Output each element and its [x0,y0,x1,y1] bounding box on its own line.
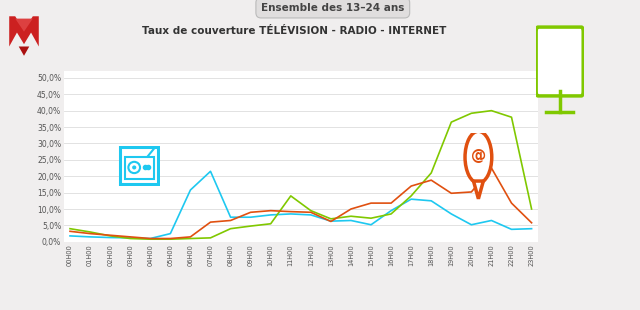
Polygon shape [15,19,33,32]
Polygon shape [9,16,39,46]
Circle shape [465,131,492,183]
Polygon shape [19,46,29,56]
Bar [125,157,154,179]
Circle shape [129,162,140,173]
Polygon shape [474,181,483,199]
Text: Taux de couverture TÉLÉVISION - RADIO - INTERNET: Taux de couverture TÉLÉVISION - RADIO - … [142,26,447,36]
Text: @: @ [471,148,486,163]
Text: Ensemble des 13–24 ans: Ensemble des 13–24 ans [261,3,404,13]
Circle shape [132,166,136,170]
FancyBboxPatch shape [536,27,583,96]
